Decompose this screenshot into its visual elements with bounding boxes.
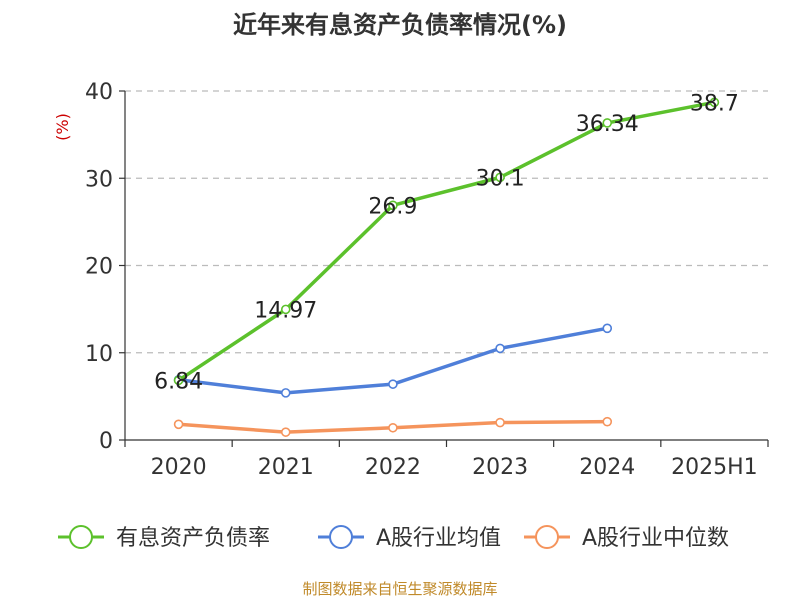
data-point-1-4 [602, 323, 613, 334]
x-tick-label-2021: 2021 [258, 455, 314, 480]
y-tick-label-30: 30 [85, 167, 113, 192]
x-tick-label-2025H1: 2025H1 [671, 455, 758, 480]
series-line-0 [177, 100, 715, 382]
data-point-2-1 [280, 427, 291, 437]
data-label-0-0: 6.84 [154, 369, 203, 394]
data-label-0-2: 26.9 [368, 194, 417, 219]
data-label-0-3: 30.1 [476, 166, 525, 191]
data-point-1-1 [280, 388, 291, 398]
data-point-2-4 [602, 416, 613, 427]
x-tick-label-2022: 2022 [365, 455, 421, 480]
y-tick-label-40: 40 [85, 80, 113, 105]
data-point-2-3 [495, 417, 505, 428]
data-point-0-3 [495, 172, 505, 183]
data-point-0-5 [709, 97, 720, 108]
x-tick-label-2024: 2024 [579, 455, 635, 480]
legend-label-0: 有息资产负债率 [116, 526, 270, 551]
series-layer [173, 97, 720, 437]
data-label-0-1: 14.97 [254, 298, 317, 323]
data-point-1-3 [495, 343, 505, 354]
legend-marker-1 [329, 525, 353, 549]
data-point-2-2 [388, 422, 398, 433]
data-point-0-2 [388, 200, 398, 211]
y-tick-label-0: 0 [99, 429, 113, 454]
data-labels: 6.84 14.97 26.9 30.1 36.34 38.7 [154, 91, 739, 394]
legend: 有息资产负债率 A股行业均值 A股行业中位数 [58, 525, 729, 551]
legend-label-1: A股行业均值 [376, 526, 501, 551]
data-point-1-2 [388, 379, 398, 389]
data-label-0-5: 38.7 [690, 91, 739, 116]
y-tick-label-10: 10 [85, 342, 113, 367]
data-label-0-4: 36.34 [576, 112, 639, 137]
legend-marker-2 [535, 525, 559, 549]
data-point-0-0 [173, 375, 184, 386]
y-tick-label-20: 20 [85, 255, 113, 280]
y-axis-unit-label: (%) [53, 113, 72, 141]
x-tick-label-2023: 2023 [472, 455, 528, 480]
chart-title: 近年来有息资产负债率情况(%) [233, 11, 567, 39]
axes: 0 10 20 30 40 2020 2021 2022 2023 2024 2025H1 [85, 80, 769, 480]
legend-label-2: A股行业中位数 [582, 526, 729, 551]
source-note: 制图数据来自恒生聚源数据库 [302, 580, 497, 598]
data-point-2-0 [173, 419, 184, 430]
data-point-0-4 [602, 118, 613, 128]
legend-marker-0 [69, 525, 93, 549]
grid-lines [125, 90, 768, 354]
data-point-0-1 [280, 304, 291, 315]
x-tick-label-2020: 2020 [151, 455, 207, 480]
